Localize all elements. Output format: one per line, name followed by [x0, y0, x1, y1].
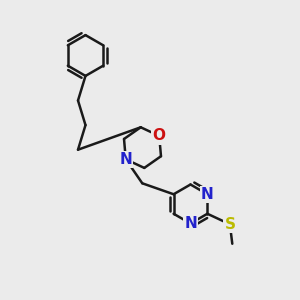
- Text: N: N: [201, 187, 214, 202]
- Text: N: N: [184, 216, 197, 231]
- Text: N: N: [119, 152, 132, 167]
- Text: O: O: [153, 128, 166, 143]
- Text: S: S: [224, 217, 236, 232]
